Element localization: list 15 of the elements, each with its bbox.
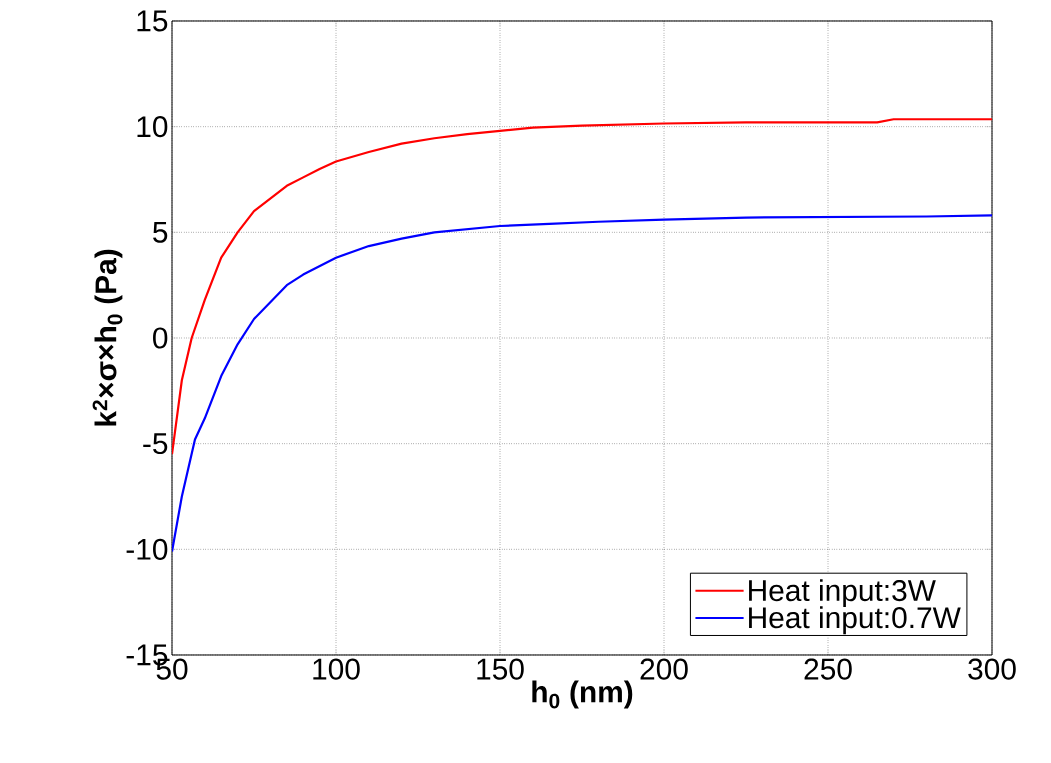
y-tick-label: -10 [126, 538, 168, 560]
x-tick-label: 300 [968, 658, 1016, 680]
y-axis-title: k$^{2}$×σ×h$_{0}$ (Pa) [92, 249, 123, 426]
x-tick-label: 250 [804, 658, 852, 680]
legend-label: Heat input:0.7W [749, 606, 961, 635]
x-tick-label: 200 [640, 658, 688, 680]
y-tick-label: -5 [143, 433, 168, 455]
y-tick-label: 5 [153, 221, 168, 243]
x-tick-label: 100 [313, 658, 360, 680]
y-tick-label: 15 [137, 10, 168, 32]
y-tick-label: 10 [137, 116, 168, 138]
legend-label: Heat input:3W [749, 579, 936, 608]
x-axis-title: h$_{0}$ (nm) [532, 680, 633, 709]
y-tick-label: 0 [153, 327, 168, 349]
x-tick-label: 150 [477, 658, 524, 680]
